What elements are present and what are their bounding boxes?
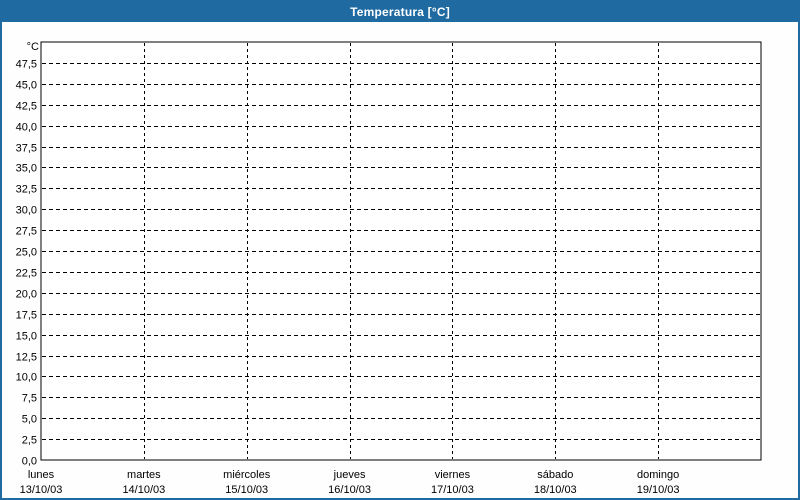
y-tick-label: 20,0 [16,289,37,301]
x-day-label: martes [127,469,161,481]
y-tick-label: 37,5 [16,143,37,155]
y-tick-label: 27,5 [16,226,37,238]
x-day-label: jueves [333,469,366,481]
x-date-label: 13/10/03 [20,484,63,496]
y-tick-label: 42,5 [16,101,37,113]
x-date-label: 17/10/03 [431,484,474,496]
x-day-label: lunes [28,469,55,481]
chart-title: Temperatura [°C] [350,5,450,19]
y-tick-label: 15,0 [16,331,37,343]
y-tick-label: 0,0 [22,456,37,468]
x-date-label: 16/10/03 [328,484,371,496]
x-day-label: viernes [435,469,471,481]
y-axis-unit-label: °C [27,41,39,53]
y-tick-label: 22,5 [16,268,37,280]
y-tick-label: 40,0 [16,122,37,134]
chart-area: 0,0 2,5 5,0 7,5 10,0 12,5 15,0 17,5 20,0 22,5 25,0… [2,22,798,498]
x-date-label: 14/10/03 [122,484,165,496]
y-tick-label: 7,5 [22,393,37,405]
y-tick-label: 45,0 [16,80,37,92]
y-tick-label: 12,5 [16,352,37,364]
y-tick-label: 25,0 [16,247,37,259]
y-tick-label: 47,5 [16,59,37,71]
x-date-label: 18/10/03 [534,484,577,496]
y-tick-label: 32,5 [16,184,37,196]
y-tick-label: 10,0 [16,372,37,384]
x-day-label: sábado [537,469,573,481]
title-bar: Temperatura [°C] [2,2,798,22]
chart-svg: 0,0 2,5 5,0 7,5 10,0 12,5 15,0 17,5 20,0 22,5 25,0… [16,41,762,496]
x-date-label: 15/10/03 [225,484,268,496]
y-tick-label: 17,5 [16,310,37,322]
x-day-label: miércoles [223,469,271,481]
y-tick-label: 2,5 [22,435,37,447]
x-day-label: domingo [637,469,679,481]
y-tick-label: 5,0 [22,414,37,426]
x-date-label: 19/10/03 [637,484,680,496]
y-tick-label: 35,0 [16,163,37,175]
y-tick-label: 30,0 [16,205,37,217]
